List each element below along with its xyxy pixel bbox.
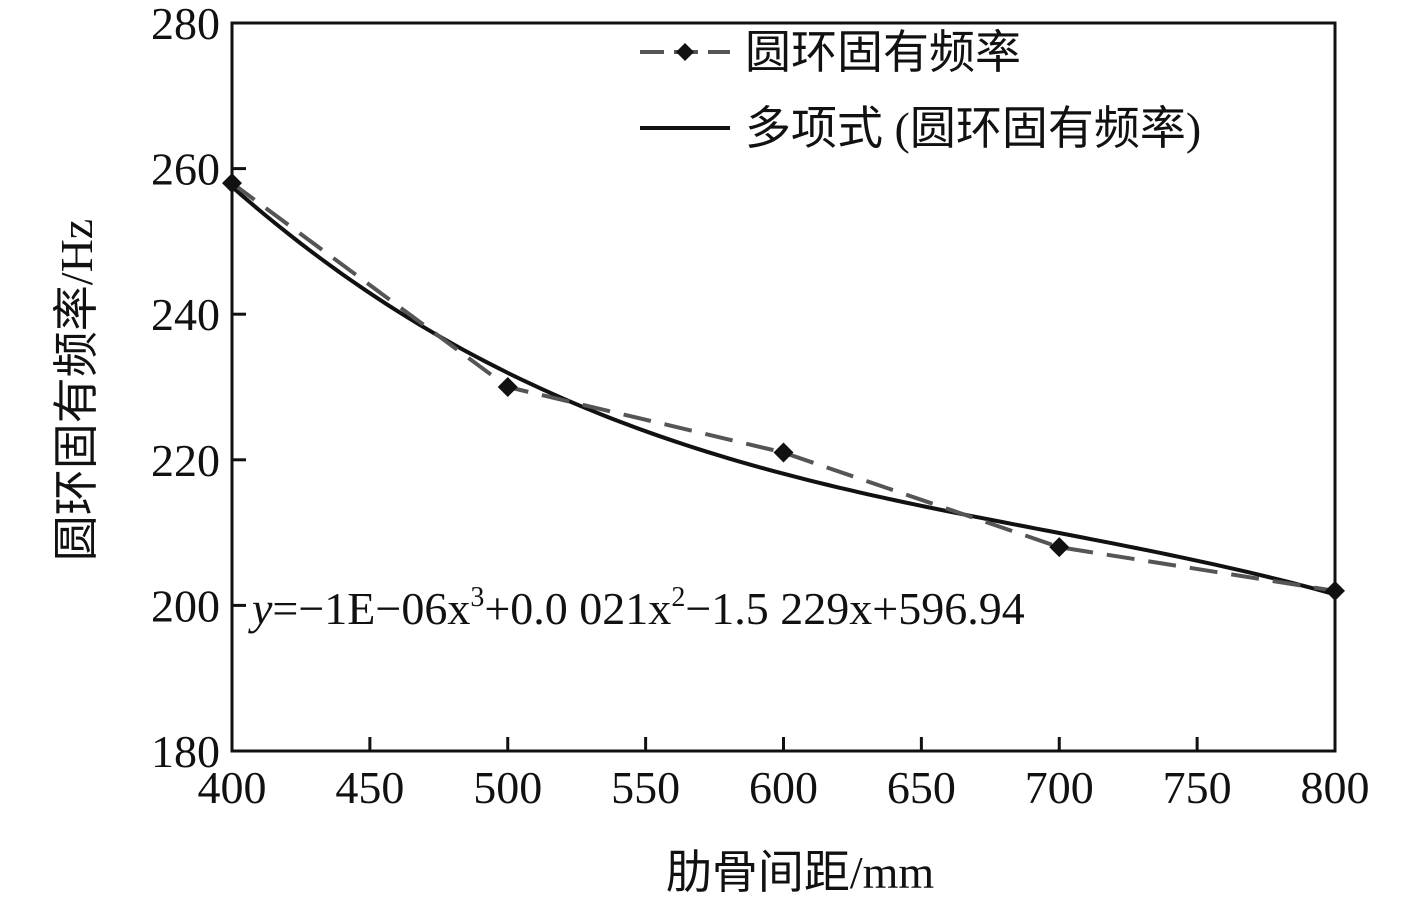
y-tick-label: 200 bbox=[151, 580, 220, 631]
y-axis-title: 圆环固有频率/Hz bbox=[51, 219, 102, 561]
legend: 圆环固有频率 多项式 (圆环固有频率) bbox=[640, 27, 1201, 154]
y-tick-label: 260 bbox=[151, 144, 220, 195]
y-tick-label: 240 bbox=[151, 289, 220, 340]
y-tick-label: 180 bbox=[151, 726, 220, 777]
x-tick-label: 450 bbox=[335, 762, 404, 813]
plot-frame bbox=[230, 21, 1337, 753]
data-markers bbox=[222, 173, 1345, 601]
equation-exp-2: 2 bbox=[671, 582, 685, 613]
legend-label-fit: 多项式 (圆环固有频率) bbox=[745, 103, 1201, 154]
x-axis-title: 肋骨间距/mm bbox=[666, 847, 935, 898]
legend-label-data: 圆环固有频率 bbox=[745, 27, 1021, 78]
y-tick-label: 280 bbox=[151, 0, 220, 49]
polynomial-fit-line bbox=[230, 185, 1336, 597]
x-tick-label: 700 bbox=[1025, 762, 1094, 813]
x-tick-label: 600 bbox=[749, 762, 818, 813]
data-point-marker bbox=[1049, 537, 1070, 558]
equation-part-1: =−1E−06x bbox=[272, 583, 470, 634]
equation-part-3: −1.5 229x+596.94 bbox=[685, 583, 1024, 634]
x-tick-label: 750 bbox=[1163, 762, 1232, 813]
legend-marker-data bbox=[676, 43, 694, 61]
equation-exp-3: 3 bbox=[470, 582, 484, 613]
x-tick-label: 550 bbox=[611, 762, 680, 813]
data-series-line bbox=[230, 181, 1336, 593]
data-point-marker bbox=[497, 377, 518, 397]
x-tick-label: 400 bbox=[198, 762, 267, 813]
equation-annotation: y=−1E−06x3+0.0 021x2−1.5 229x+596.94 bbox=[248, 582, 1025, 634]
equation-part-2: +0.0 021x bbox=[484, 583, 671, 634]
x-tick-label: 800 bbox=[1301, 762, 1370, 813]
x-tick-label: 500 bbox=[473, 762, 542, 813]
y-tick-label: 220 bbox=[151, 435, 220, 486]
x-axis-ticks: 400 450 500 550 600 650 700 750 800 bbox=[198, 737, 1370, 813]
x-tick-label: 650 bbox=[887, 762, 956, 813]
equation-y: y bbox=[248, 583, 273, 634]
data-point-marker bbox=[773, 442, 794, 463]
